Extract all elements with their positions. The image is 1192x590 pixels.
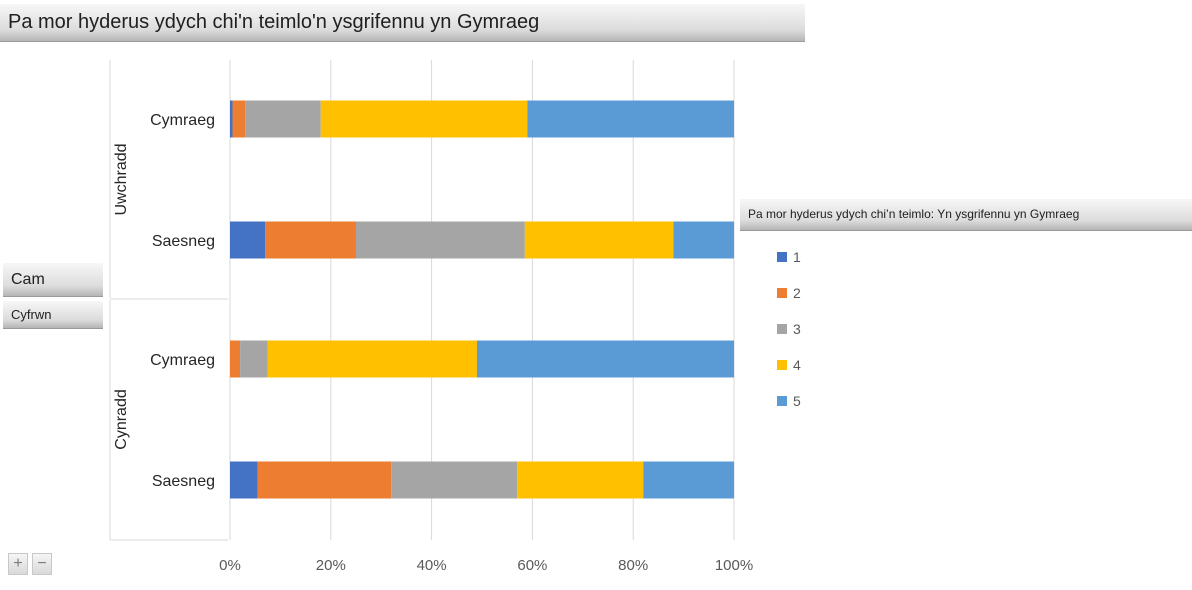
bar-segment-3[interactable]	[356, 221, 525, 259]
legend-label: 3	[793, 321, 801, 337]
legend-swatch-2[interactable]	[777, 288, 787, 298]
bar-segment-4[interactable]	[320, 100, 528, 138]
category-label: Saesneg	[152, 233, 215, 250]
bar-segment-5[interactable]	[527, 100, 734, 138]
legend-field-button[interactable]: Pa mor hyderus ydych chi’n teimlo: Yn ys…	[740, 199, 1192, 231]
x-tick-label: 20%	[316, 557, 346, 574]
category-label: Saesneg	[152, 473, 215, 490]
bar-segment-4[interactable]	[267, 340, 477, 378]
bar-segment-4[interactable]	[524, 221, 674, 259]
legend-swatch-1[interactable]	[777, 252, 787, 262]
bar-segment-3[interactable]	[391, 461, 518, 499]
legend-label: 1	[793, 249, 801, 265]
bars	[230, 100, 734, 499]
bar-segment-2[interactable]	[232, 100, 246, 138]
bar-segment-4[interactable]	[517, 461, 644, 499]
bar-segment-2[interactable]	[265, 221, 356, 259]
cam-field-button[interactable]: Cam	[3, 263, 103, 297]
bar-segment-3[interactable]	[240, 340, 268, 378]
expand-field-button[interactable]: +	[8, 553, 28, 575]
bar-segment-1[interactable]	[230, 461, 258, 499]
collapse-field-button[interactable]: −	[32, 553, 52, 575]
legend: 1 2 3 4 5	[777, 249, 801, 409]
x-tick-label: 40%	[417, 557, 447, 574]
cyfrwn-field-button[interactable]: Cyfrwn	[3, 301, 103, 329]
x-tick-label: 100%	[715, 557, 753, 574]
bar-segment-2[interactable]	[257, 461, 392, 499]
x-tick-label: 80%	[618, 557, 648, 574]
legend-label: 2	[793, 285, 801, 301]
gridlines	[109, 60, 735, 541]
bar-segment-5[interactable]	[643, 461, 734, 499]
bar-segment-2[interactable]	[230, 340, 241, 378]
x-tick-label: 0%	[219, 557, 241, 574]
legend-swatch-4[interactable]	[777, 360, 787, 370]
legend-label: 5	[793, 393, 801, 409]
category-label: Cymraeg	[150, 352, 215, 369]
group-label: Uwchradd	[113, 143, 130, 215]
category-label: Cymraeg	[150, 112, 215, 129]
axis-labels: 0% 20% 40% 60% 80% 100% Cymraeg Saesneg Uwchradd…	[113, 112, 753, 574]
bar-segment-1[interactable]	[230, 221, 266, 259]
bar-segment-5[interactable]	[476, 340, 734, 378]
legend-label: 4	[793, 357, 801, 373]
x-tick-label: 60%	[517, 557, 547, 574]
legend-swatch-3[interactable]	[777, 324, 787, 334]
bar-segment-5[interactable]	[673, 221, 734, 259]
chart-title-field-button[interactable]: Pa mor hyderus ydych chi'n teimlo'n ysgr…	[0, 4, 805, 42]
bar-segment-3[interactable]	[245, 100, 321, 138]
group-label: Cynradd	[113, 389, 130, 449]
legend-swatch-5[interactable]	[777, 396, 787, 406]
bar-segment-1[interactable]	[230, 100, 233, 138]
